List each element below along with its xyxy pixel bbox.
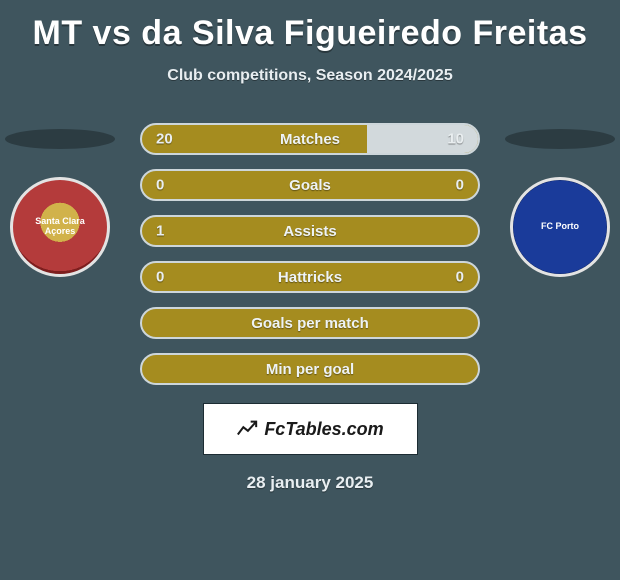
- stat-value-left: 1: [156, 223, 164, 240]
- chart-icon: [236, 418, 258, 440]
- page-title: MT vs da Silva Figueiredo Freitas: [0, 0, 620, 53]
- stat-value-right: 0: [456, 177, 464, 194]
- club-crest-right-label: FC Porto: [541, 222, 579, 232]
- stat-bars: Matches2010Goals00Assists1Hattricks00Goa…: [140, 123, 480, 385]
- stat-value-left: 20: [156, 131, 173, 148]
- stat-value-left: 0: [156, 269, 164, 286]
- stat-bar-label: Matches: [280, 131, 340, 148]
- snapshot-date: 28 january 2025: [0, 473, 620, 493]
- stat-bar: Goals 0 0: [140, 169, 480, 201]
- stat-bar: Min per goal: [140, 353, 480, 385]
- stat-value-right: 0: [456, 269, 464, 286]
- stat-bar-label: Hattricks: [278, 269, 342, 286]
- subtitle: Club competitions, Season 2024/2025: [0, 67, 620, 85]
- brand-badge: FcTables.com: [203, 403, 418, 455]
- brand-text: FcTables.com: [264, 419, 383, 440]
- stat-bar-label: Goals: [289, 177, 331, 194]
- club-crest-right: FC Porto: [510, 177, 610, 277]
- comparison-layout: Santa Clara Açores FC Porto Matches2010G…: [0, 123, 620, 385]
- stat-bar: Hattricks 0 0: [140, 261, 480, 293]
- stat-bar-label: Assists: [283, 223, 336, 240]
- stat-value-right: 10: [447, 131, 464, 148]
- stat-value-left: 0: [156, 177, 164, 194]
- shadow-ellipse-left: [5, 129, 115, 149]
- club-crest-left-label: Santa Clara Açores: [19, 217, 101, 237]
- player-right-column: FC Porto: [505, 123, 615, 277]
- stat-bar-label: Min per goal: [266, 361, 354, 378]
- stat-bar: Goals per match: [140, 307, 480, 339]
- stat-bar: Assists 1: [140, 215, 480, 247]
- player-left-column: Santa Clara Açores: [5, 123, 115, 277]
- stat-bar: Matches 20 10: [140, 123, 480, 155]
- shadow-ellipse-right: [505, 129, 615, 149]
- club-crest-left: Santa Clara Açores: [10, 177, 110, 277]
- stat-bar-label: Goals per match: [251, 315, 369, 332]
